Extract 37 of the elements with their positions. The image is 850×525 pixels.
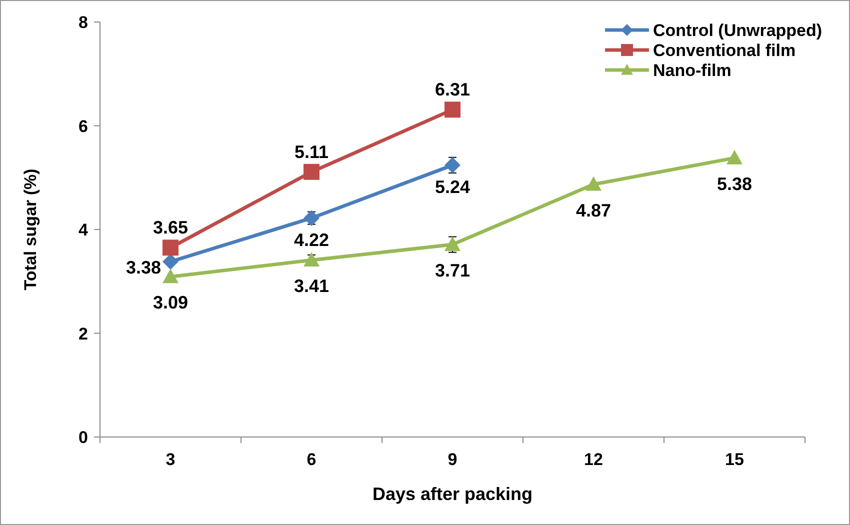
- point: [444, 157, 460, 174]
- legend-label: Control (Unwrapped): [653, 21, 822, 40]
- point: [586, 176, 602, 191]
- data-label: 5.38: [716, 174, 752, 194]
- y-axis-title: Total sugar (%): [21, 168, 40, 290]
- legend-label: Nano-film: [653, 61, 732, 80]
- point: [162, 268, 178, 284]
- data-label: 4.87: [576, 200, 612, 220]
- data-label: 3.41: [294, 276, 330, 296]
- x-tick-label: 6: [306, 450, 316, 469]
- data-label: 5.24: [434, 177, 470, 198]
- y-tick-label: 2: [78, 324, 88, 344]
- data-label: 4.22: [294, 230, 330, 250]
- point: [444, 236, 460, 251]
- x-axis-title: Days after packing: [372, 484, 533, 504]
- y-tick-label: 0: [78, 428, 88, 447]
- point: [304, 210, 320, 226]
- point: [162, 240, 178, 256]
- data-label: 3.09: [152, 292, 188, 313]
- point: [304, 252, 320, 267]
- data-label: 3.71: [434, 260, 470, 281]
- y-tick-label: 4: [78, 220, 89, 240]
- data-label: 6.31: [434, 80, 470, 100]
- y-tick-label: 6: [78, 116, 88, 136]
- data-label: 3.38: [126, 258, 162, 278]
- legend-label: Conventional film: [653, 41, 796, 60]
- x-tick-label: 9: [448, 450, 458, 469]
- point: [726, 150, 742, 164]
- data-label: 3.65: [152, 218, 188, 238]
- x-tick-label: 15: [725, 450, 744, 469]
- point: [304, 164, 320, 180]
- x-tick-label: 3: [166, 450, 176, 469]
- y-tick-label: 8: [78, 13, 88, 32]
- point: [444, 102, 460, 118]
- data-label: 5.11: [294, 142, 329, 162]
- point: [162, 254, 178, 270]
- x-tick-label: 12: [584, 450, 603, 469]
